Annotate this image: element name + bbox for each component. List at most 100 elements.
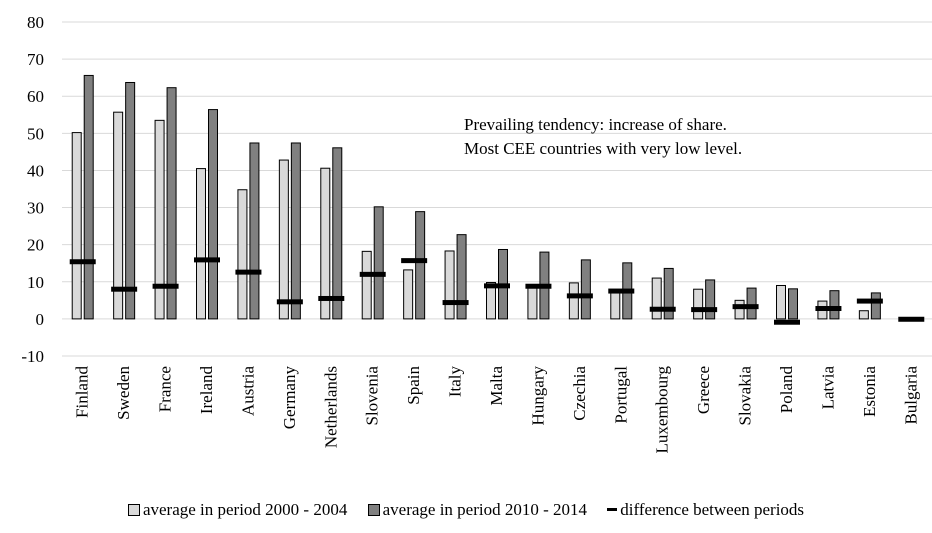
bar-2010-2014 xyxy=(290,142,301,320)
bar-2010-2014 xyxy=(208,109,218,320)
x-tick-label: Malta xyxy=(487,366,506,406)
x-tick-label: Slovakia xyxy=(736,366,755,426)
difference-marker xyxy=(111,286,138,292)
difference-marker xyxy=(732,304,759,310)
bar-2010-2014 xyxy=(415,211,426,320)
difference-marker xyxy=(359,271,386,277)
bar-2000-2004 xyxy=(278,159,289,320)
bar-2000-2004 xyxy=(320,167,331,320)
x-tick-label: Latvia xyxy=(818,366,837,410)
bar-2000-2004 xyxy=(196,168,206,320)
difference-marker xyxy=(69,259,96,265)
difference-marker xyxy=(525,283,552,289)
x-tick-label: Greece xyxy=(694,366,713,414)
x-tick-label: Spain xyxy=(404,366,423,405)
legend-item-series-1: average in period 2000 - 2004 xyxy=(127,500,348,520)
bar-2010-2014 xyxy=(332,147,343,320)
bar-2010-2014 xyxy=(746,287,757,320)
legend-label-series-2: average in period 2010 - 2014 xyxy=(382,500,588,519)
x-tick-label: Slovenia xyxy=(363,366,382,426)
x-tick-label: Italy xyxy=(446,366,465,398)
bar-2010-2014 xyxy=(125,81,136,320)
x-tick-label: Netherlands xyxy=(321,366,340,448)
bar-2000-2004 xyxy=(734,299,745,320)
bar-2000-2004 xyxy=(237,189,248,320)
difference-marker xyxy=(442,300,469,306)
difference-marker xyxy=(318,295,345,301)
legend-label-series-3: difference between periods xyxy=(620,500,805,519)
x-tick-label: Poland xyxy=(777,366,796,414)
x-tick-label: Czechia xyxy=(570,366,589,421)
bar-2010-2014 xyxy=(705,279,716,320)
difference-marker xyxy=(484,283,510,289)
legend-item-series-2: average in period 2010 - 2014 xyxy=(367,500,588,520)
y-tick-label: 20 xyxy=(27,236,44,255)
x-tick-label: Ireland xyxy=(197,366,216,415)
x-tick-label: Hungary xyxy=(528,366,547,426)
difference-marker xyxy=(566,293,593,299)
bar-2000-2004 xyxy=(651,277,662,320)
difference-marker xyxy=(235,269,262,275)
difference-marker xyxy=(276,299,303,305)
y-tick-label: 40 xyxy=(27,161,44,180)
legend-label-series-1: average in period 2000 - 2004 xyxy=(142,500,348,519)
difference-marker xyxy=(649,306,676,312)
bar-2000-2004 xyxy=(71,132,82,320)
difference-marker xyxy=(898,316,925,322)
y-tick-label: 80 xyxy=(27,13,44,32)
legend-item-series-3: difference between periods xyxy=(607,500,804,520)
difference-marker xyxy=(774,319,800,325)
bar-2010-2014 xyxy=(829,290,840,320)
bar-2000-2004 xyxy=(403,269,414,320)
bar-layer xyxy=(69,74,925,325)
x-tick-label: Germany xyxy=(280,366,299,430)
bar-2010-2014 xyxy=(663,267,674,320)
bar-2000-2004 xyxy=(693,288,704,320)
difference-marker xyxy=(401,258,428,264)
x-tick-label: France xyxy=(156,366,175,412)
y-tick-label: 50 xyxy=(27,124,44,143)
annotation-line-1: Prevailing tendency: increase of share. xyxy=(464,115,727,134)
bar-2000-2004 xyxy=(527,284,538,320)
legend-swatch-series-1 xyxy=(127,504,140,516)
y-tick-labels: -10 0 10 20 30 40 50 60 70 80 xyxy=(21,13,44,366)
annotation-line-2: Most CEE countries with very low level. xyxy=(464,139,742,158)
bar-2000-2004 xyxy=(486,282,496,320)
bar-2000-2004 xyxy=(154,119,165,320)
bar-2010-2014 xyxy=(580,259,591,320)
bar-2010-2014 xyxy=(249,142,260,320)
y-tick-label: -10 xyxy=(21,347,44,366)
difference-marker xyxy=(194,257,220,263)
x-tick-label: Estonia xyxy=(860,366,879,417)
bar-2010-2014 xyxy=(373,206,384,320)
bar-2010-2014 xyxy=(166,87,177,320)
difference-marker xyxy=(856,298,883,304)
x-tick-label: Bulgaria xyxy=(901,366,920,425)
bar-2000-2004 xyxy=(113,111,124,320)
bar-2010-2014 xyxy=(456,234,467,320)
difference-marker xyxy=(608,288,635,294)
bar-2000-2004 xyxy=(444,250,455,320)
bar-2010-2014 xyxy=(788,288,798,320)
legend-swatch-series-3 xyxy=(607,508,618,511)
bar-2000-2004 xyxy=(610,290,621,320)
y-tick-label: 30 xyxy=(27,199,44,218)
x-tick-label: Luxembourg xyxy=(653,366,672,454)
y-tick-label: 0 xyxy=(36,310,45,329)
y-tick-label: 10 xyxy=(27,273,44,292)
legend-swatch-series-2 xyxy=(367,504,380,516)
x-tick-labels: Finland Sweden France Ireland Austria Germany… xyxy=(73,366,921,454)
x-tick-label: Sweden xyxy=(114,366,133,420)
bar-2000-2004 xyxy=(361,250,372,320)
y-tick-label: 70 xyxy=(27,50,44,69)
bar-2000-2004 xyxy=(858,310,869,320)
bar-2010-2014 xyxy=(870,292,881,320)
bar-2000-2004 xyxy=(776,284,786,320)
difference-marker xyxy=(152,283,179,289)
x-tick-label: Austria xyxy=(238,366,257,417)
bar-2000-2004 xyxy=(568,282,579,320)
difference-marker xyxy=(691,307,718,313)
x-tick-label: Portugal xyxy=(611,366,630,424)
